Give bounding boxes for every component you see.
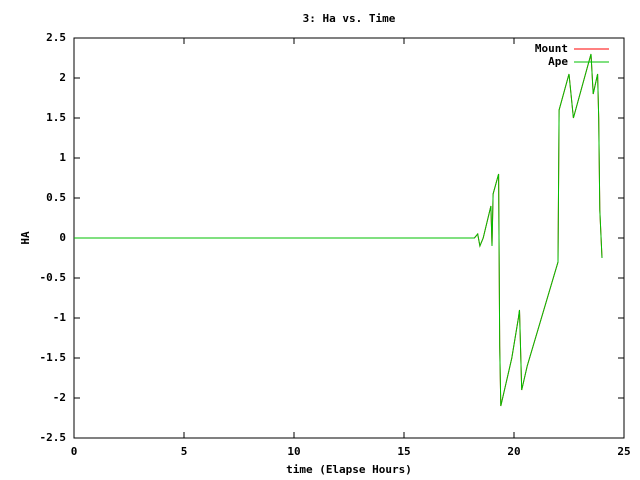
chart-title: 3: Ha vs. Time	[303, 12, 396, 25]
legend-label: Ape	[548, 55, 568, 68]
y-axis-label: HA	[19, 231, 32, 245]
y-tick-label: -2.5	[40, 431, 67, 444]
x-tick-label: 25	[617, 445, 630, 458]
y-tick-label: -1.5	[40, 351, 67, 364]
y-tick-label: 2.5	[46, 31, 66, 44]
y-tick-label: 0.5	[46, 191, 66, 204]
data-line	[74, 53, 603, 407]
x-tick-label: 10	[287, 445, 300, 458]
y-tick-label: -2	[53, 391, 66, 404]
y-tick-label: 2	[59, 71, 66, 84]
data-line	[74, 53, 603, 407]
x-tick-label: 20	[507, 445, 520, 458]
x-tick-label: 0	[71, 445, 78, 458]
y-tick-label: -0.5	[40, 271, 67, 284]
x-tick-label: 15	[397, 445, 410, 458]
y-tick-label: 1.5	[46, 111, 66, 124]
y-tick-label: 0	[59, 231, 66, 244]
y-tick-label: -1	[53, 311, 67, 324]
x-tick-label: 5	[181, 445, 188, 458]
x-axis-label: time (Elapse Hours)	[286, 463, 412, 476]
legend-label: Mount	[535, 42, 568, 55]
y-tick-label: 1	[59, 151, 66, 164]
